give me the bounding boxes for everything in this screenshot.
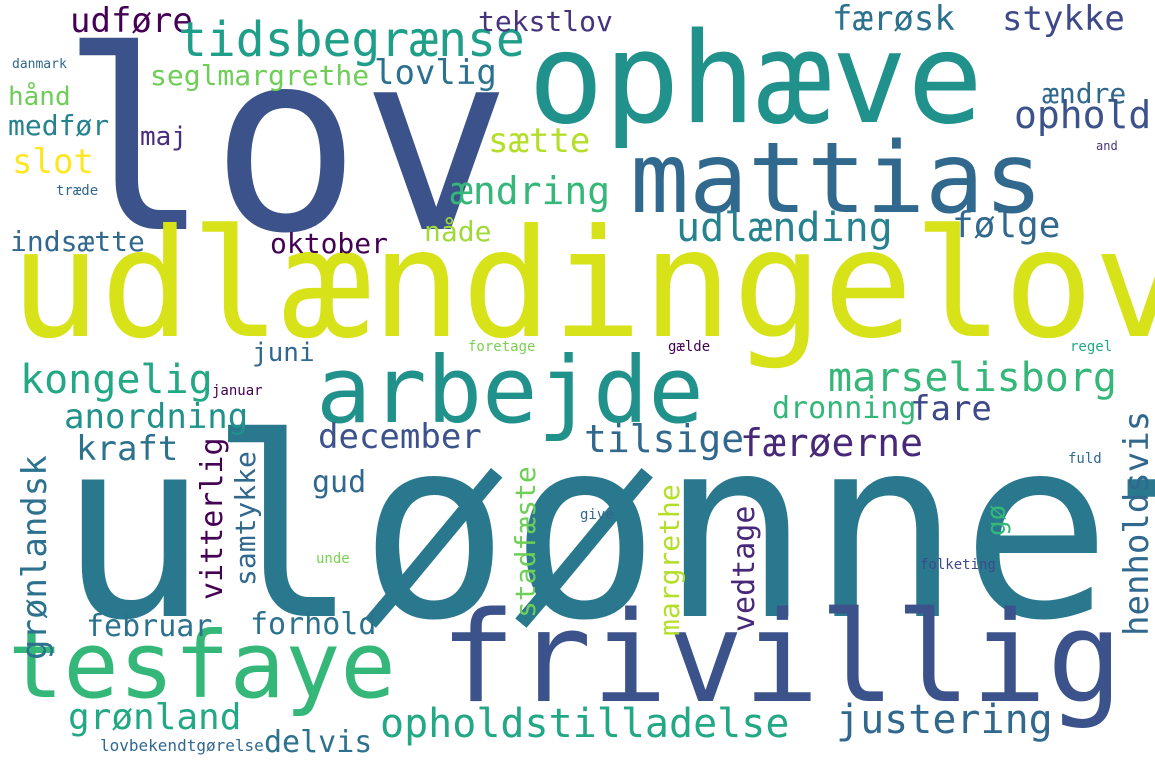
word-folge: følge [952, 205, 1061, 246]
word-regel: regel [1070, 339, 1113, 355]
word-kraft: kraft [76, 429, 179, 469]
word-udlaending: udlænding [676, 205, 893, 251]
word-faerosk: færøsk [832, 0, 955, 39]
word-margrethe: margrethe [653, 484, 686, 636]
word-foretage: foretage [468, 339, 536, 355]
word-folketing: folketing [920, 557, 996, 573]
word-stadfaeste: stadfæste [509, 466, 542, 618]
word-fare: fare [910, 389, 992, 429]
word-samtykke: samtykke [229, 451, 262, 586]
word-frivillig: frivillig [440, 584, 1123, 731]
word-tilsige: tilsige [584, 417, 745, 461]
word-traede: træde [56, 183, 99, 199]
word-stykke: stykke [1002, 0, 1125, 39]
word-ophaeve: ophæve [528, 5, 984, 152]
word-tidsbegraense: tidsbegrænse [178, 12, 525, 68]
word-unde: unde [316, 551, 350, 567]
word-nade: nåde [424, 215, 492, 248]
word-januar: januar [212, 383, 263, 399]
word-hand: hånd [8, 82, 71, 112]
word-tesfaye: tesfaye [8, 612, 396, 719]
word-aendring: ændring [450, 169, 611, 213]
word-aendre: ændre [1042, 77, 1127, 110]
word-udfore: udføre [70, 1, 193, 41]
word-forhold: forhold [250, 607, 377, 642]
word-slot: slot [12, 142, 94, 182]
word-fuld: fuld [1068, 451, 1102, 467]
word-februar: februar [86, 609, 213, 644]
word-gronlandsk: grønlandsk [15, 455, 55, 660]
word-juni: juni [252, 338, 315, 368]
word-henholdsvis: henholdsvis [1117, 410, 1155, 636]
word-gaelde: gælde [668, 339, 711, 355]
word-marselisborg: marselisborg [828, 355, 1117, 401]
word-gronland: grønland [68, 697, 242, 738]
word-seglmargrethe: seglmargrethe [150, 59, 370, 92]
word-dronning: dronning [772, 391, 917, 426]
word-kongelig: kongelig [20, 357, 213, 403]
word-and: and [1096, 139, 1118, 153]
word-mattias: mattias [630, 122, 1044, 236]
word-udlaendingelov: udlændingelov [10, 198, 1155, 372]
word-justering: justering [836, 697, 1053, 743]
word-anordning: anordning [64, 397, 249, 437]
word-maj: maj [140, 122, 187, 152]
word-faeroerne: færøerne [740, 421, 924, 465]
word-vitterlig: vitterlig [195, 437, 230, 600]
word-vedtage: vedtage [727, 505, 762, 632]
word-saette: sætte [488, 121, 591, 161]
word-december: december [318, 417, 482, 457]
word-medfor: medfør [8, 109, 110, 142]
word-lovbekendtgorelse: lovbekendtgørelse [100, 736, 264, 755]
word-oktober: oktober [270, 227, 389, 260]
word-danmark: danmark [12, 57, 67, 72]
word-delvis: delvis [264, 725, 373, 760]
word-arbejde: arbejde [316, 337, 704, 444]
word-opholdstilladelse: opholdstilladelse [380, 701, 790, 747]
word-ophold: ophold [1014, 93, 1152, 137]
word-gud: gud [312, 465, 367, 500]
word-give: give [580, 507, 614, 523]
word-lov: lov [60, 0, 512, 288]
word-go: gø [982, 504, 1012, 536]
word-indsaette: indsætte [10, 225, 145, 258]
word-tekstlov: tekstlov [478, 5, 613, 38]
word-lovlig: lovlig [374, 53, 497, 93]
word-uloonnet: uløønnet [58, 384, 1155, 675]
